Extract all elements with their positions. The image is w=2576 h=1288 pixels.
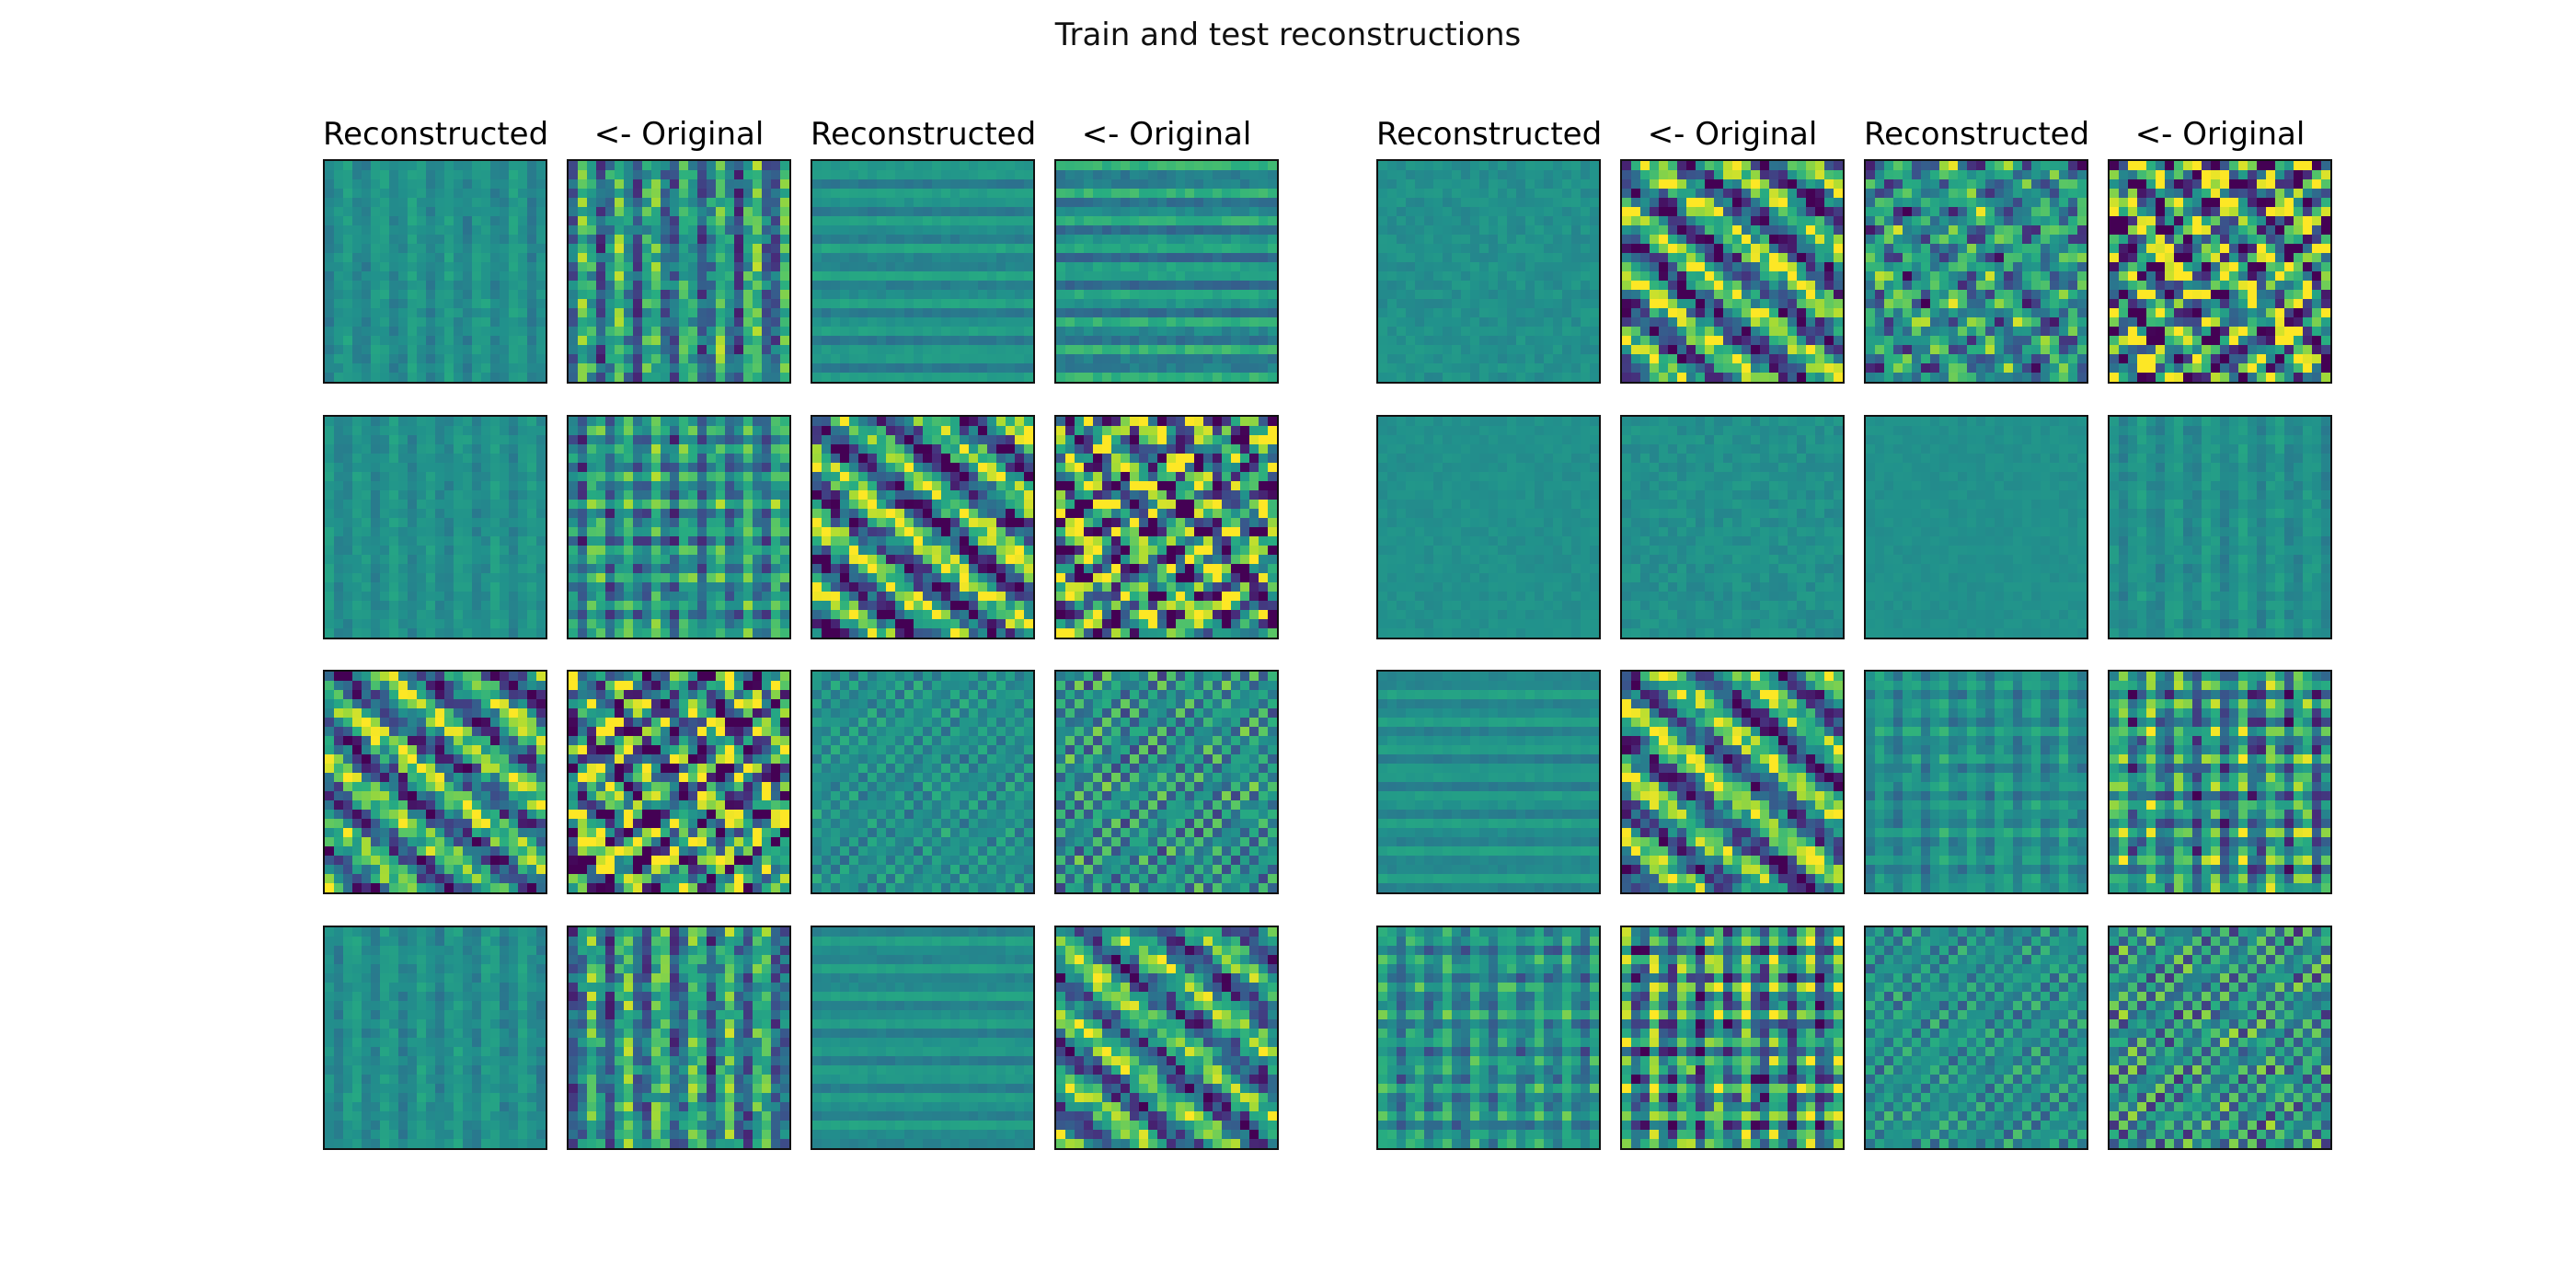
heatmap-image: [812, 927, 1033, 1148]
column-title-4: <- Original: [1081, 116, 1252, 153]
heatmap-image: [1866, 161, 2087, 382]
image-panel-r4-c7: [1864, 926, 2088, 1150]
heatmap-image: [1056, 927, 1277, 1148]
heatmap-image: [569, 161, 789, 382]
heatmap-image: [325, 672, 546, 892]
image-panel-r1-c3: [811, 159, 1035, 384]
column-title-2: <- Original: [593, 116, 765, 153]
image-panel-r3-c7: [1864, 670, 2088, 894]
heatmap-image: [1378, 417, 1599, 638]
heatmap-image: [569, 927, 789, 1148]
column-title-8: <- Original: [2134, 116, 2306, 153]
image-panel-r2-c8: [2108, 415, 2332, 639]
heatmap-image: [812, 417, 1033, 638]
heatmap-image: [2110, 672, 2330, 892]
image-panel-r3-c8: [2108, 670, 2332, 894]
column-title-5: Reconstructed: [1376, 116, 1603, 153]
heatmap-image: [1866, 927, 2087, 1148]
heatmap-image: [1378, 927, 1599, 1148]
image-panel-r1-c5: [1376, 159, 1601, 384]
heatmap-image: [812, 161, 1033, 382]
image-panel-r2-c4: [1054, 415, 1279, 639]
heatmap-image: [2110, 161, 2330, 382]
image-panel-r4-c2: [567, 926, 791, 1150]
column-title-1: Reconstructed: [323, 116, 549, 153]
image-panel-r3-c3: [811, 670, 1035, 894]
image-panel-r1-c2: [567, 159, 791, 384]
heatmap-image: [1056, 161, 1277, 382]
heatmap-image: [569, 672, 789, 892]
column-title-3: Reconstructed: [811, 116, 1037, 153]
image-panel-r1-c1: [323, 159, 547, 384]
image-panel-r1-c7: [1864, 159, 2088, 384]
image-panel-r4-c1: [323, 926, 547, 1150]
heatmap-image: [1378, 161, 1599, 382]
heatmap-image: [812, 672, 1033, 892]
image-panel-r4-c4: [1054, 926, 1279, 1150]
image-panel-r2-c7: [1864, 415, 2088, 639]
chart-title: Train and test reconstructions: [1054, 17, 1522, 53]
heatmap-image: [1622, 672, 1843, 892]
image-panel-r2-c6: [1620, 415, 1845, 639]
image-panel-r4-c6: [1620, 926, 1845, 1150]
heatmap-image: [1866, 672, 2087, 892]
image-panel-r1-c4: [1054, 159, 1279, 384]
image-panel-r3-c4: [1054, 670, 1279, 894]
image-panel-r3-c5: [1376, 670, 1601, 894]
heatmap-image: [1378, 672, 1599, 892]
heatmap-image: [1622, 417, 1843, 638]
heatmap-image: [1056, 417, 1277, 638]
heatmap-image: [2110, 927, 2330, 1148]
heatmap-image: [325, 161, 546, 382]
heatmap-image: [569, 417, 789, 638]
image-panel-r4-c8: [2108, 926, 2332, 1150]
image-panel-r2-c3: [811, 415, 1035, 639]
image-panel-r2-c1: [323, 415, 547, 639]
heatmap-image: [325, 417, 546, 638]
image-panel-r3-c6: [1620, 670, 1845, 894]
image-panel-r4-c5: [1376, 926, 1601, 1150]
image-panel-r3-c1: [323, 670, 547, 894]
image-panel-r4-c3: [811, 926, 1035, 1150]
heatmap-image: [2110, 417, 2330, 638]
image-panel-r3-c2: [567, 670, 791, 894]
image-panel-r2-c2: [567, 415, 791, 639]
heatmap-image: [325, 927, 546, 1148]
image-panel-r1-c6: [1620, 159, 1845, 384]
column-title-7: Reconstructed: [1864, 116, 2090, 153]
heatmap-image: [1056, 672, 1277, 892]
heatmap-image: [1622, 161, 1843, 382]
column-title-6: <- Original: [1647, 116, 1818, 153]
heatmap-image: [1622, 927, 1843, 1148]
image-panel-r1-c8: [2108, 159, 2332, 384]
heatmap-image: [1866, 417, 2087, 638]
image-panel-r2-c5: [1376, 415, 1601, 639]
